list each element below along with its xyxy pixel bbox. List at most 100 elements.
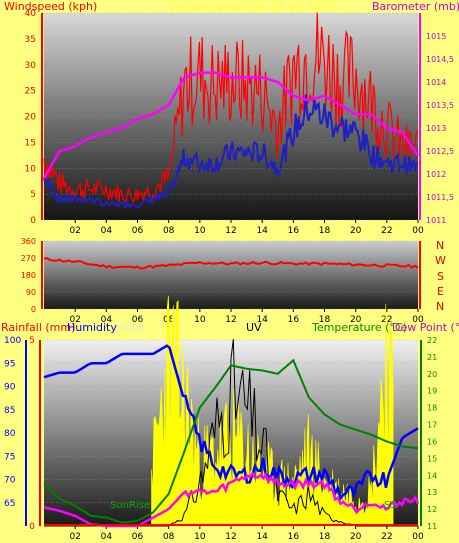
compass-n-top: N (436, 239, 445, 252)
climate-xtick-label: 08 (163, 532, 175, 542)
temperature-ytick-label: 19 (427, 387, 437, 396)
direction-xtick-label: 12 (225, 315, 236, 325)
sunrise-label: SunRise (110, 500, 151, 511)
wind-xtick-label: 00 (412, 226, 424, 236)
humidity-title: Humidity (67, 321, 117, 334)
temperature-ytick-label: 21 (427, 353, 437, 362)
wind-xtick-label: 04 (101, 226, 113, 236)
barometer-ytick-label: 1013,5 (426, 101, 454, 110)
solar-area (151, 295, 394, 527)
wind-ytick-label: 40 (25, 9, 37, 19)
barometer-ytick-label: 1014 (426, 78, 446, 87)
wind-xtick-label: 02 (69, 226, 80, 236)
humidity-ytick-label: 95 (4, 359, 15, 369)
rainfall-ytick-label: 0 (29, 522, 35, 532)
temperature-ytick-label: 12 (427, 505, 437, 514)
direction-ytick-label: 270 (21, 254, 36, 263)
humidity-ytick-label: 90 (4, 383, 16, 393)
chart-center-title: 14 hour graph (to 01.09.2008) (170, 0, 338, 13)
direction-xtick-label: 18 (319, 315, 331, 325)
direction-xtick-label: 10 (194, 315, 206, 325)
climate-xtick-label: 10 (194, 532, 206, 542)
wind-xtick-label: 18 (319, 226, 331, 236)
humidity-ytick-label: 65 (4, 499, 15, 509)
compass-n-bottom: N (436, 300, 445, 313)
climate-xtick-label: 04 (101, 532, 113, 542)
barometer-ytick-label: 1013 (426, 124, 446, 133)
direction-xtick-label: 02 (69, 315, 80, 325)
wind-ytick-label: 35 (25, 35, 36, 45)
direction-line (43, 257, 419, 270)
compass-s: S (437, 270, 444, 283)
wind-ytick-label: 0 (30, 216, 36, 226)
climate-xtick-label: 22 (381, 532, 392, 542)
climate-xtick-label: 02 (69, 532, 80, 542)
wind-gust-line (43, 12, 419, 204)
climate-xtick-label: 00 (412, 532, 424, 542)
climate-xtick-label: 18 (319, 532, 331, 542)
wind-average-line (43, 94, 419, 209)
compass-e: E (437, 285, 444, 298)
wind-xtick-label: 14 (256, 226, 268, 236)
direction-ytick-label: 0 (31, 305, 36, 314)
barometer-ytick-label: 1014,5 (426, 55, 454, 64)
wind-ytick-label: 30 (25, 61, 37, 71)
temperature-ytick-label: 18 (427, 404, 437, 413)
humidity-ytick-label: 85 (4, 406, 15, 416)
compass-w: W (435, 254, 446, 267)
wind-ytick-label: 25 (25, 87, 36, 97)
sunset-label: SS (384, 500, 397, 511)
rainfall-ytick-label: 5 (29, 336, 35, 346)
climate-xtick-label: 16 (288, 532, 300, 542)
barometer-ytick-label: 1015 (426, 32, 446, 41)
humidity-ytick-label: 80 (4, 429, 16, 439)
climate-xtick-label: 20 (350, 532, 362, 542)
barometer-line (42, 71, 420, 180)
direction-xtick-label: 00 (412, 315, 424, 325)
direction-xtick-label: 04 (101, 315, 113, 325)
temperature-ytick-label: 17 (427, 421, 437, 430)
humidity-ytick-label: 100 (4, 336, 21, 346)
direction-xtick-label: 06 (132, 315, 144, 325)
wind-xtick-label: 10 (194, 226, 206, 236)
rainfall-title: Rainfall (mm) (1, 321, 76, 334)
humidity-line (43, 344, 419, 501)
barometer-ytick-label: 1012 (426, 170, 446, 179)
direction-xtick-label: 22 (381, 315, 392, 325)
barometer-ytick-label: 1011,5 (426, 193, 454, 202)
climate-xtick-label: 14 (256, 532, 268, 542)
temperature-ytick-label: 22 (427, 336, 437, 345)
temperature-ytick-label: 11 (427, 522, 437, 531)
direction-ytick-label: 360 (21, 237, 36, 246)
dewpoint-title: Dew Point (°C) (392, 321, 459, 334)
wind-xtick-label: 22 (381, 226, 392, 236)
climate-xtick-label: 12 (225, 532, 236, 542)
temperature-ytick-label: 15 (427, 454, 437, 463)
direction-xtick-label: 16 (288, 315, 300, 325)
temperature-ytick-label: 20 (427, 370, 437, 379)
wind-xtick-label: 08 (163, 226, 175, 236)
wind-ytick-label: 15 (25, 138, 36, 148)
temperature-title: Temperature (°C) (312, 321, 407, 334)
temperature-ytick-label: 14 (427, 471, 437, 480)
barometer-title: Barometer (mb) (372, 0, 459, 13)
direction-xtick-label: 14 (256, 315, 268, 325)
wind-xtick-label: 20 (350, 226, 362, 236)
windspeed-title: Windspeed (kph) (4, 0, 98, 13)
wind-xtick-label: 16 (288, 226, 300, 236)
direction-xtick-label: 20 (350, 315, 362, 325)
barometer-ytick-label: 1012,5 (426, 147, 454, 156)
temperature-ytick-label: 16 (427, 437, 437, 446)
direction-ytick-label: 180 (21, 271, 36, 280)
wind-xtick-label: 12 (225, 226, 236, 236)
climate-xtick-label: 06 (132, 532, 144, 542)
direction-ytick-label: 90 (26, 288, 36, 297)
wind-ytick-label: 20 (25, 113, 37, 123)
humidity-ytick-label: 70 (4, 476, 16, 486)
wind-ytick-label: 5 (30, 190, 36, 200)
temperature-ytick-label: 13 (427, 488, 437, 497)
wind-xtick-label: 06 (132, 226, 144, 236)
humidity-ytick-label: 75 (4, 452, 15, 462)
wind-ytick-label: 10 (25, 164, 37, 174)
